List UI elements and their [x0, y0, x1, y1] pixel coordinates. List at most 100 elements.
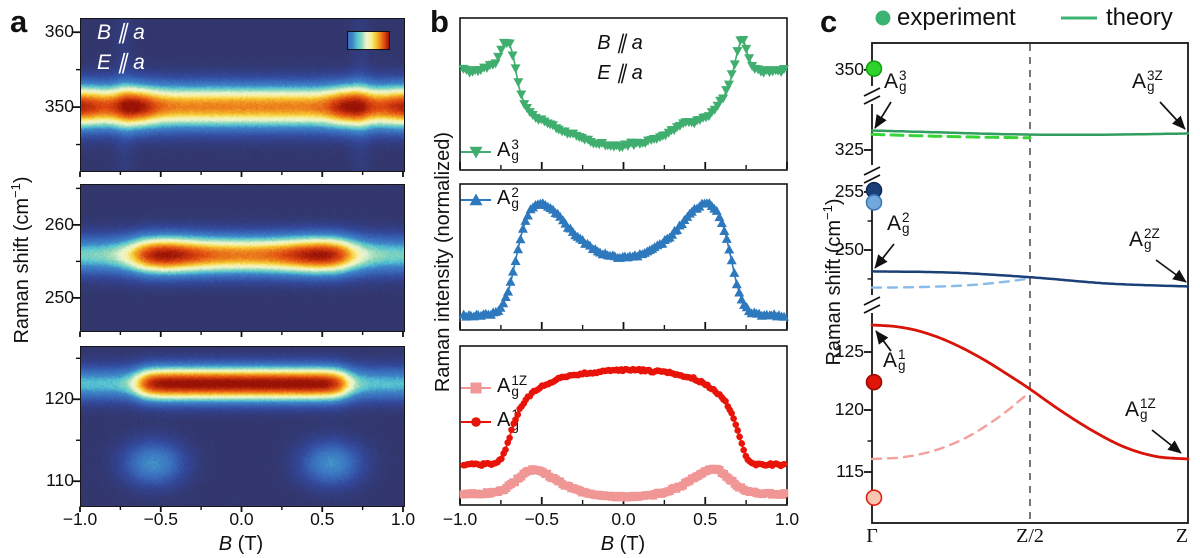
b-xtick-label-4: 1.0: [774, 509, 800, 529]
series-marker: [751, 308, 762, 318]
series-marker: [485, 489, 494, 498]
series-marker: [647, 368, 655, 376]
series-marker: [473, 310, 484, 320]
series-marker: [482, 488, 491, 497]
series-marker: [521, 103, 532, 113]
series-marker: [720, 396, 727, 403]
series-marker: [684, 373, 691, 381]
colorbar: [347, 31, 390, 50]
series-marker: [658, 368, 665, 375]
series-marker: [724, 244, 735, 254]
series-marker: [686, 206, 697, 216]
panel-b-field-config-line1: B ∥ a: [597, 32, 643, 54]
series-marker: [511, 478, 520, 487]
series-marker: [583, 370, 590, 378]
series-marker: [575, 486, 584, 495]
series-marker: [590, 244, 601, 254]
series-marker: [483, 309, 494, 319]
series-marker: [601, 367, 609, 375]
series-marker: [577, 370, 584, 378]
series-marker: [516, 90, 527, 100]
series-marker: [561, 373, 568, 381]
series-marker: [745, 488, 754, 497]
series-marker: [696, 470, 705, 479]
series-marker: [543, 469, 552, 478]
series-marker: [712, 388, 719, 396]
series-marker: [700, 467, 709, 476]
series-marker: [718, 94, 729, 104]
series-marker: [657, 131, 668, 141]
b-legend-marker-Ag1: [471, 417, 481, 427]
series-marker: [551, 124, 562, 134]
series-marker: [461, 311, 472, 321]
series-marker: [572, 231, 583, 241]
series-marker: [504, 439, 511, 446]
series-marker: [698, 113, 709, 123]
series-marker: [584, 489, 593, 498]
series-marker: [532, 387, 539, 395]
series-marker: [653, 367, 661, 374]
series-marker: [544, 380, 552, 388]
series-marker: [547, 474, 556, 483]
series-marker: [729, 267, 740, 277]
series-marker: [714, 212, 725, 222]
series-marker: [545, 120, 556, 130]
series-marker: [669, 126, 680, 136]
series-marker: [678, 119, 689, 129]
c-ytick-label-250: 250: [834, 239, 864, 259]
series-marker: [651, 134, 662, 144]
series-marker: [609, 366, 617, 374]
series-marker: [659, 488, 668, 497]
series-marker: [702, 381, 709, 389]
series-marker: [524, 108, 535, 118]
series-marker: [696, 198, 707, 208]
c-annotation-label-Ag2_theory-start-base: A: [887, 211, 902, 235]
b-xtick-label-0: −1.0: [442, 509, 478, 529]
panel-b-letter: b: [430, 4, 449, 39]
series-marker: [766, 310, 777, 320]
series-marker: [567, 484, 576, 493]
series-marker: [614, 252, 625, 262]
series-marker: [754, 489, 763, 498]
series-marker: [769, 490, 778, 499]
series-marker: [493, 305, 504, 315]
series-marker: [762, 462, 770, 469]
series-marker: [676, 482, 685, 491]
series-marker: [714, 390, 721, 398]
series-marker: [567, 226, 578, 236]
series-marker: [461, 65, 472, 75]
series-marker: [734, 287, 745, 297]
series-marker: [750, 487, 759, 496]
b-xtick-label-2: 0.0: [611, 509, 636, 529]
series-marker: [460, 461, 467, 469]
series-marker: [518, 403, 525, 410]
series-marker: [536, 467, 545, 476]
series-marker: [579, 135, 590, 145]
series-marker: [735, 36, 746, 46]
series-marker: [558, 215, 569, 225]
b-legend-marker-Ag2: [469, 193, 483, 206]
series-marker: [776, 68, 787, 78]
c-annotation-arrow-Ag3_theory-start: [874, 101, 892, 129]
series-marker: [622, 252, 633, 262]
series-marker: [523, 466, 532, 475]
b-legend-label-Ag1-base: A: [497, 409, 511, 431]
series-marker: [687, 474, 696, 483]
series-marker: [642, 491, 651, 500]
c-axis-break-mark: [863, 174, 881, 184]
series-marker: [605, 366, 613, 374]
c-axis-break-gap-0: [864, 86, 880, 104]
series-marker: [643, 367, 651, 374]
series-marker: [689, 203, 700, 213]
series-marker: [513, 244, 524, 254]
series-marker: [726, 476, 735, 485]
series-marker: [684, 208, 695, 218]
series-marker: [534, 386, 542, 393]
series-marker: [594, 490, 603, 499]
series-marker: [689, 474, 698, 483]
series-marker: [491, 488, 500, 497]
series-marker: [777, 462, 785, 470]
series-marker: [728, 476, 737, 485]
series-marker: [644, 245, 655, 255]
